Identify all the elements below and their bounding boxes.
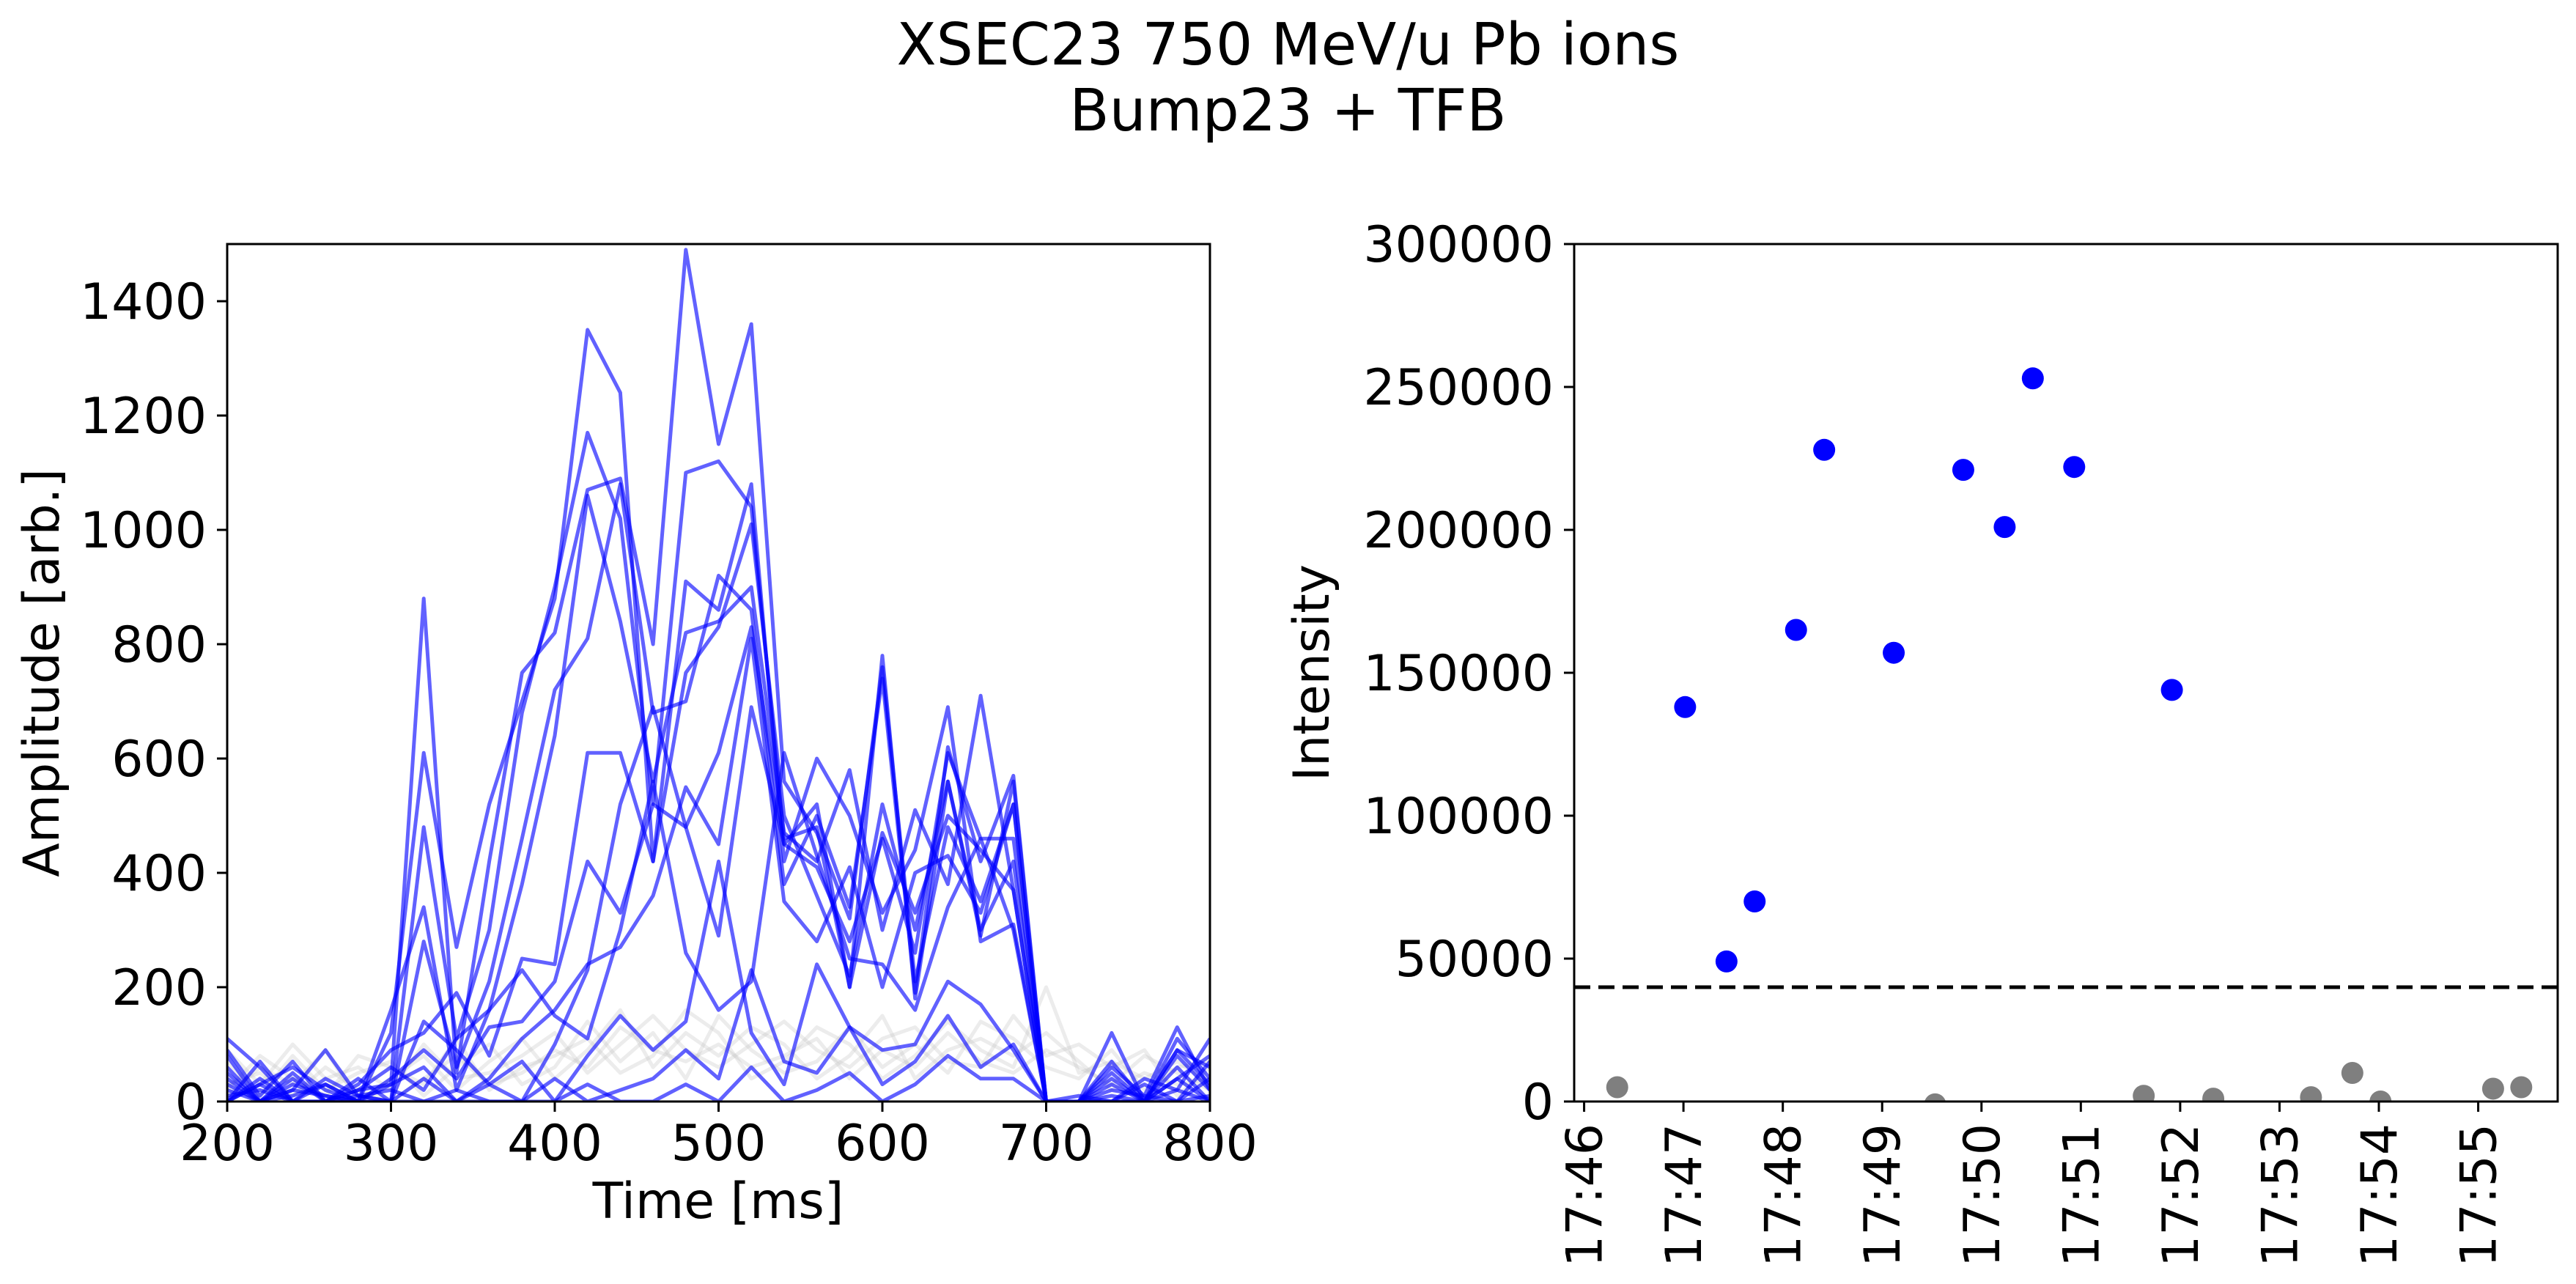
left-x-axis-label: Time [ms] — [592, 1173, 844, 1230]
intensity-point-above — [1813, 438, 1836, 461]
x-tick-label: 17:52 — [2152, 1124, 2210, 1267]
y-tick-label: 1400 — [80, 273, 207, 331]
x-tick-label: 17:54 — [2351, 1124, 2409, 1267]
y-tick-label: 50000 — [1395, 931, 1554, 989]
intensity-point-below — [2369, 1091, 2392, 1102]
amplitude-trace — [227, 248, 1210, 1102]
x-tick-label: 700 — [999, 1115, 1094, 1173]
amplitude-trace — [227, 430, 1210, 1102]
x-tick-label: 400 — [507, 1115, 602, 1173]
amplitude-trace — [227, 968, 1210, 1102]
x-tick-label: 17:48 — [1755, 1124, 1813, 1267]
x-tick-label: 300 — [344, 1115, 439, 1173]
x-tick-label: 800 — [1162, 1115, 1258, 1173]
intensity-point-above — [2063, 456, 2086, 479]
intensity-point-below — [2202, 1088, 2225, 1102]
y-tick-label: 0 — [175, 1074, 207, 1132]
intensity-point-above — [2160, 679, 2183, 701]
intensity-point-above — [2021, 367, 2044, 390]
y-tick-label: 100000 — [1363, 788, 1554, 846]
amplitude-traces — [227, 248, 1210, 1102]
intensity-point-below — [2300, 1086, 2322, 1102]
y-tick-label: 1000 — [80, 502, 207, 560]
right-axes-frame — [1573, 243, 2559, 1103]
y-tick-label: 1200 — [80, 388, 207, 446]
intensity-point-above — [1952, 459, 1974, 482]
y-tick-label: 250000 — [1363, 359, 1554, 417]
intensity-point-above — [1785, 619, 1807, 641]
x-tick-label: 17:53 — [2251, 1124, 2309, 1267]
x-tick-label: 600 — [835, 1115, 930, 1173]
intensity-points — [1606, 367, 2533, 1102]
left-y-ticks: 0 200 400 600 800 1000 1200 1400 — [80, 273, 227, 1132]
y-tick-label: 150000 — [1363, 645, 1554, 703]
y-tick-label: 300000 — [1363, 216, 1554, 274]
x-tick-label: 17:50 — [1954, 1124, 2012, 1267]
amplitude-plot: 200 300 400 500 600 700 800 020040060080010001… — [13, 243, 1258, 1230]
left-y-axis-label: Amplitude [arb.] — [13, 468, 71, 877]
y-tick-label: 800 — [111, 616, 207, 674]
amplitude-trace — [227, 522, 1210, 1102]
amplitude-trace — [227, 859, 1210, 1102]
amplitude-trace — [227, 482, 1210, 1102]
intensity-plot: 17:46 17:47 17:48 17:49 17:50 17:51 17:52 17:53… — [1283, 216, 2559, 1267]
right-y-ticks: 0 50000 100000 150000 200000 250000 300000 — [1363, 216, 1574, 1132]
left-x-ticks: 200 300 400 500 600 700 800 — [180, 1102, 1258, 1173]
intensity-point-below — [2510, 1076, 2533, 1099]
y-tick-label: 600 — [111, 731, 207, 789]
amplitude-trace — [227, 705, 1210, 1102]
x-tick-label: 17:46 — [1557, 1124, 1614, 1267]
intensity-point-below — [1924, 1093, 1946, 1102]
intensity-point-below — [2341, 1062, 2363, 1084]
background-trace — [227, 1025, 1210, 1102]
intensity-point-below — [2133, 1085, 2155, 1102]
x-tick-label: 200 — [180, 1115, 275, 1173]
background-traces — [227, 985, 1210, 1102]
right-y-axis-label: Intensity — [1283, 564, 1341, 781]
intensity-point-below — [1606, 1076, 1628, 1099]
y-tick-label: 200 — [111, 959, 207, 1017]
intensity-point-below — [2481, 1077, 2504, 1100]
intensity-point-above — [1743, 890, 1766, 912]
intensity-point-above — [1883, 641, 1905, 664]
y-tick-label: 400 — [111, 845, 207, 903]
figure-title: XSEC23 750 MeV/u Pb ions — [896, 11, 1680, 78]
amplitude-trace — [227, 328, 1210, 1102]
intensity-point-above — [1674, 696, 1697, 718]
amplitude-trace — [227, 750, 1210, 1102]
left-axes-frame — [226, 243, 1211, 1103]
x-tick-label: 17:51 — [2053, 1124, 2111, 1267]
x-tick-label: 17:55 — [2451, 1124, 2509, 1267]
intensity-point-above — [1715, 950, 1738, 973]
amplitude-trace — [227, 625, 1210, 1102]
y-tick-label: 200000 — [1363, 502, 1554, 560]
figure-subtitle: Bump23 + TFB — [1069, 77, 1507, 144]
x-tick-label: 17:49 — [1854, 1124, 1912, 1267]
x-tick-label: 500 — [671, 1115, 767, 1173]
y-tick-label: 0 — [1522, 1074, 1554, 1132]
right-x-ticks: 17:46 17:47 17:48 17:49 17:50 17:51 17:52 17:53… — [1557, 1102, 2509, 1267]
intensity-point-above — [1993, 516, 2016, 539]
x-tick-label: 17:47 — [1656, 1124, 1713, 1267]
amplitude-trace — [227, 636, 1210, 1102]
